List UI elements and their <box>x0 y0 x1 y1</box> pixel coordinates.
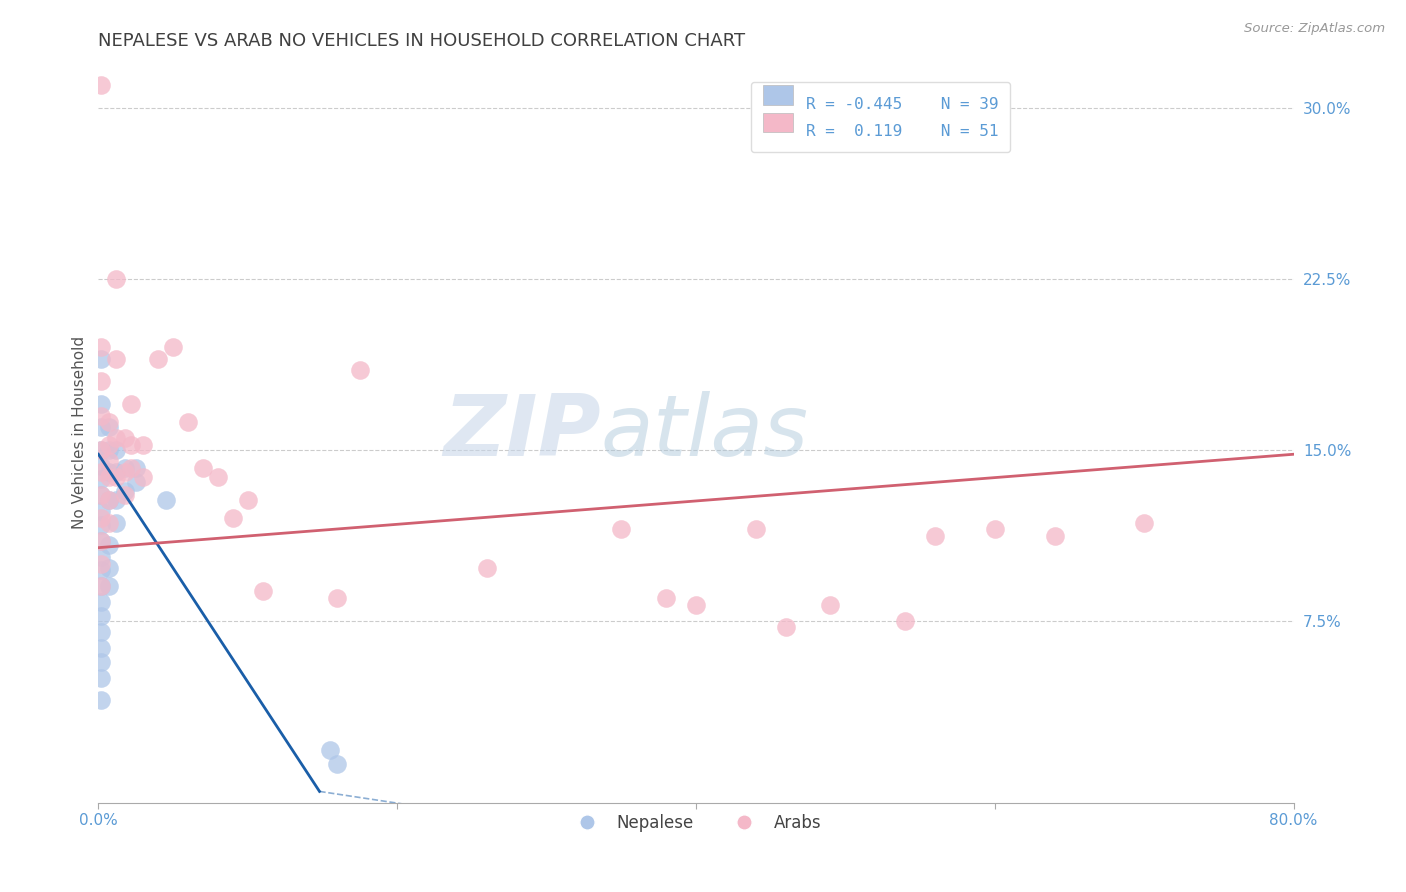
Point <box>132 438 155 452</box>
Point <box>105 466 128 480</box>
Point <box>114 466 136 480</box>
Point <box>984 523 1007 537</box>
Point <box>90 517 112 532</box>
Point <box>97 454 120 468</box>
Point <box>97 466 120 480</box>
Point <box>90 504 112 518</box>
Point <box>90 466 112 480</box>
Point <box>90 595 112 609</box>
Point <box>90 609 112 624</box>
Point <box>105 492 128 507</box>
Point <box>236 492 259 507</box>
Point <box>90 557 112 571</box>
Point <box>120 397 142 411</box>
Point <box>90 409 112 423</box>
Point <box>924 529 946 543</box>
Point <box>90 397 112 411</box>
Text: NEPALESE VS ARAB NO VEHICLES IN HOUSEHOLD CORRELATION CHART: NEPALESE VS ARAB NO VEHICLES IN HOUSEHOL… <box>98 32 745 50</box>
Point <box>105 516 128 530</box>
Point <box>97 416 120 430</box>
Point <box>90 351 112 366</box>
Point <box>326 591 349 605</box>
Point <box>894 614 917 628</box>
Point <box>222 511 245 525</box>
Text: ZIP: ZIP <box>443 391 600 475</box>
Point <box>114 488 136 502</box>
Point <box>252 583 274 598</box>
Point <box>105 431 128 445</box>
Y-axis label: No Vehicles in Household: No Vehicles in Household <box>72 336 87 529</box>
Text: atlas: atlas <box>600 391 808 475</box>
Point <box>97 420 120 434</box>
Point <box>90 472 112 486</box>
Point <box>475 561 498 575</box>
Point <box>90 533 112 548</box>
Point <box>90 533 112 548</box>
Point <box>162 340 184 354</box>
Point <box>105 351 128 366</box>
Legend: Nepalese, Arabs: Nepalese, Arabs <box>564 807 828 838</box>
Point <box>90 488 112 502</box>
Point <box>90 671 112 685</box>
Point <box>148 351 170 366</box>
Point <box>90 420 112 434</box>
Point <box>97 438 120 452</box>
Point <box>685 598 707 612</box>
Point <box>90 579 112 593</box>
Point <box>326 757 349 772</box>
Point <box>105 272 128 286</box>
Point <box>97 492 120 507</box>
Point <box>90 624 112 639</box>
Point <box>1133 516 1156 530</box>
Point <box>97 538 120 552</box>
Point <box>90 488 112 502</box>
Point <box>97 561 120 575</box>
Point <box>114 483 136 498</box>
Point <box>90 78 112 93</box>
Point <box>90 442 112 457</box>
Point <box>349 363 371 377</box>
Point <box>1043 529 1066 543</box>
Point <box>97 492 120 507</box>
Point <box>90 458 112 473</box>
Point <box>90 442 112 457</box>
Text: Source: ZipAtlas.com: Source: ZipAtlas.com <box>1244 22 1385 36</box>
Point <box>820 598 842 612</box>
Point <box>97 442 120 457</box>
Point <box>207 470 229 484</box>
Point <box>775 620 797 634</box>
Point <box>114 461 136 475</box>
Point <box>97 579 120 593</box>
Point <box>90 511 112 525</box>
Point <box>90 549 112 564</box>
Point <box>655 591 678 605</box>
Point <box>114 431 136 445</box>
Point <box>125 475 148 489</box>
Point <box>90 375 112 389</box>
Point <box>177 416 200 430</box>
Point <box>90 640 112 655</box>
Point <box>90 564 112 578</box>
Point <box>610 523 633 537</box>
Point <box>132 470 155 484</box>
Point <box>90 655 112 669</box>
Point <box>125 461 148 475</box>
Point <box>90 340 112 354</box>
Point <box>105 470 128 484</box>
Point <box>745 523 768 537</box>
Point <box>120 461 142 475</box>
Point <box>120 438 142 452</box>
Point <box>97 516 120 530</box>
Point <box>90 579 112 593</box>
Point <box>97 470 120 484</box>
Point <box>319 743 342 757</box>
Point <box>155 492 177 507</box>
Point <box>191 461 214 475</box>
Point <box>90 693 112 707</box>
Point <box>105 442 128 457</box>
